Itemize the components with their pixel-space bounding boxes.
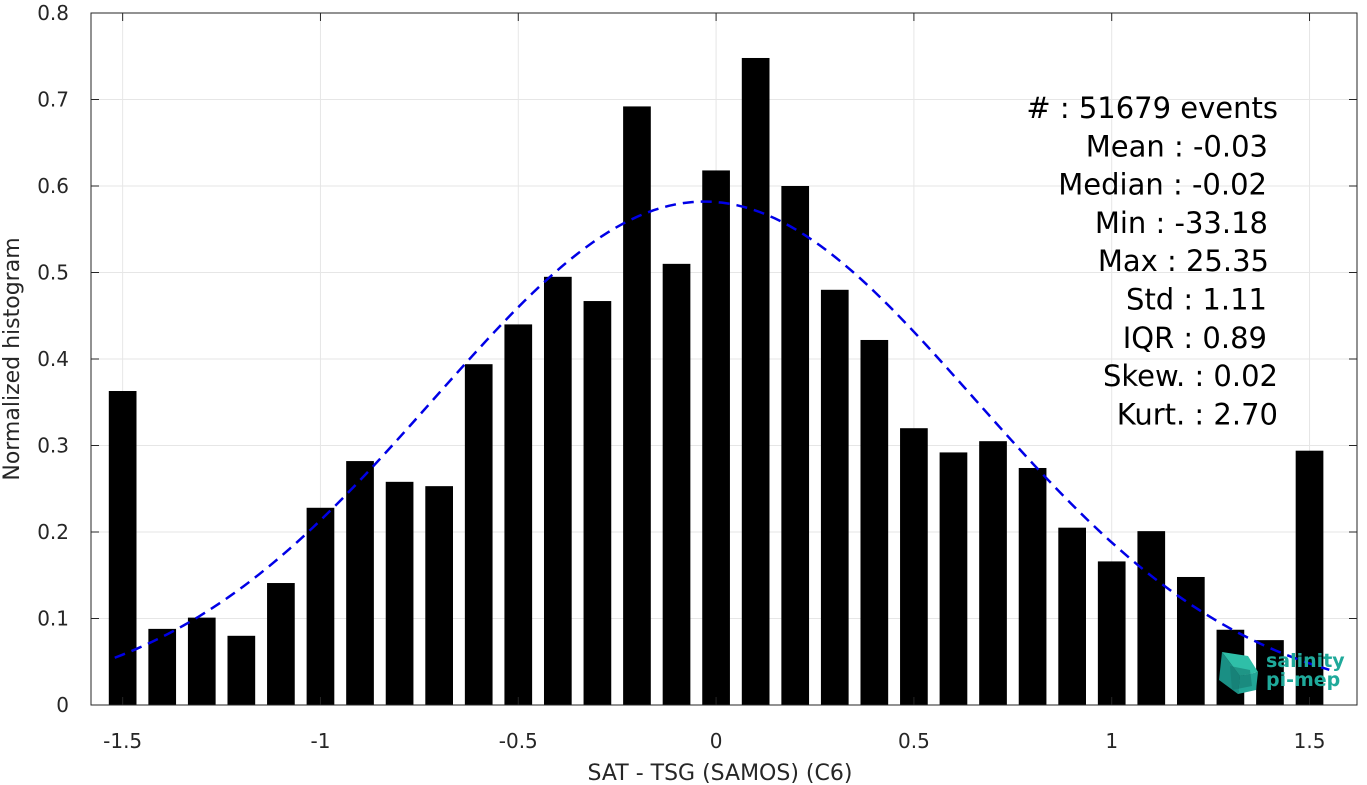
bars [108, 57, 1324, 706]
histogram-bar-3 [227, 635, 256, 705]
stat-line-8: Kurt. : 2.70 [1117, 397, 1278, 431]
y-tick-label-2: 0.2 [37, 520, 69, 544]
histogram-bar-26 [1137, 531, 1166, 705]
histogram-bar-13 [623, 106, 651, 706]
y-tick-label-4: 0.4 [37, 347, 69, 371]
x-axis-label: SAT - TSG (SAMOS) (C6) [588, 761, 853, 785]
statistics-box: # : 51679 events Mean : -0.03 Median : -0.… [1026, 91, 1278, 431]
x-tick-label-2: -0.5 [499, 729, 538, 753]
histogram-bar-15 [702, 170, 730, 705]
x-tick-label-0: -1.5 [103, 729, 142, 753]
logo-line-2: pi-mep [1266, 669, 1340, 691]
histogram-bar-19 [860, 339, 889, 705]
histogram-bar-2 [187, 617, 216, 705]
histogram-bar-25 [1097, 561, 1126, 705]
stat-line-0: # : 51679 events [1026, 91, 1278, 125]
histogram-bar-0 [108, 391, 137, 705]
x-tick-label-4: 0.5 [898, 729, 930, 753]
histogram-bar-9 [464, 364, 493, 705]
stat-line-4: Max : 25.35 [1098, 244, 1269, 278]
x-tick-label-3: 0 [710, 729, 723, 753]
histogram-bar-20 [900, 428, 928, 705]
stat-line-6: IQR : 0.89 [1123, 321, 1267, 355]
histogram-bar-4 [267, 583, 295, 705]
stat-line-7: Skew. : 0.02 [1103, 359, 1278, 393]
y-tick-labels: 0 0.1 0.2 0.3 0.4 0.5 0.6 0.7 0.8 [37, 1, 69, 717]
gaussian-fit-curve [114, 200, 1330, 671]
stat-line-3: Min : -33.18 [1095, 206, 1268, 240]
histogram-bar-27 [1176, 576, 1205, 705]
y-tick-label-5: 0.5 [37, 261, 69, 285]
histogram-bar-5 [306, 507, 335, 705]
logo: salinity pi-mep [1219, 650, 1345, 694]
histogram-bar-8 [425, 486, 453, 705]
logo-mark [1219, 652, 1258, 694]
stat-line-1: Mean : -0.03 [1086, 129, 1268, 163]
x-tick-labels: -1.5 -1 -0.5 0 0.5 1 1.5 [103, 729, 1325, 753]
y-axis-label: Normalized histogram [0, 237, 25, 480]
histogram-bar-22 [979, 441, 1007, 705]
histogram-bar-21 [939, 452, 968, 705]
y-tick-label-8: 0.8 [37, 1, 69, 25]
histogram-bar-14 [662, 263, 691, 705]
logo-line-1: salinity [1266, 650, 1345, 672]
x-tick-label-6: 1.5 [1294, 729, 1326, 753]
histogram-bar-7 [385, 481, 414, 705]
y-tick-label-0: 0 [56, 693, 69, 717]
stat-line-2: Median : -0.02 [1058, 168, 1267, 202]
x-tick-label-1: -1 [310, 729, 330, 753]
histogram-bar-6 [346, 461, 374, 705]
histogram-bar-11 [543, 276, 572, 705]
y-tick-label-1: 0.1 [37, 607, 69, 631]
stat-line-5: Std : 1.11 [1126, 283, 1267, 317]
y-tick-label-7: 0.7 [37, 88, 69, 112]
axis-ticks [91, 12, 1357, 706]
histogram-bar-24 [1058, 527, 1086, 705]
histogram-bar-16 [741, 57, 770, 706]
histogram-bar-12 [583, 301, 612, 705]
y-tick-label-3: 0.3 [37, 434, 69, 458]
histogram-bar-17 [781, 186, 810, 705]
histogram-bar-23 [1018, 467, 1047, 705]
x-tick-label-5: 1 [1105, 729, 1118, 753]
histogram-bar-18 [820, 289, 849, 705]
y-tick-label-6: 0.6 [37, 174, 69, 198]
histogram-bar-10 [504, 324, 533, 705]
